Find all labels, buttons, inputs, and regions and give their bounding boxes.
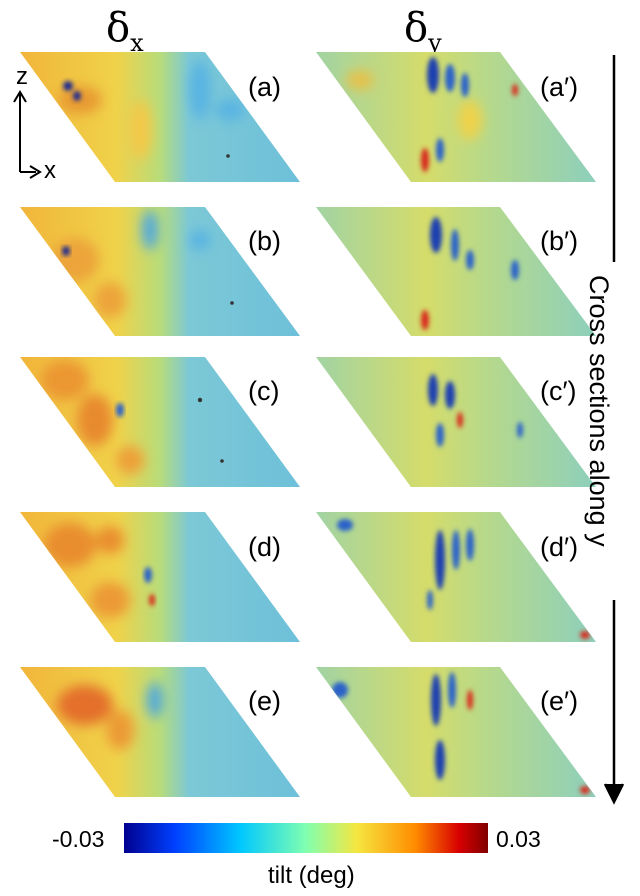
axis-label-x: x (44, 157, 56, 184)
side-arrow (603, 55, 625, 805)
panel-label-d: (d) (248, 532, 281, 562)
panel-label-b: (b) (248, 226, 281, 256)
panel-label-c: (c) (248, 376, 280, 406)
panel-d-map (20, 512, 300, 642)
panel-b-prime-map (316, 207, 596, 336)
panel-label-e: (e) (248, 686, 281, 716)
panel-b-map (20, 207, 300, 336)
panel-label-c-prime: (c′) (540, 376, 577, 406)
panel-e-map (20, 667, 300, 797)
panel-label-a-prime: (a′) (540, 72, 579, 102)
panel-label-a: (a) (248, 72, 281, 102)
panel-a-prime-map (316, 52, 596, 182)
panel-label-d-prime: (d′) (540, 532, 579, 562)
panel-label-e-prime: (e′) (540, 686, 579, 716)
panel-d-prime-map (316, 512, 596, 642)
panel-e-prime-map (316, 667, 596, 797)
column-title-delta-x: δx (106, 5, 144, 57)
column-title-delta-y: δy (404, 5, 442, 57)
colorbar (124, 823, 488, 853)
panel-label-b-prime: (b′) (540, 226, 579, 256)
colorbar-title: tilt (deg) (268, 862, 355, 889)
side-caption: Cross sections along y (584, 275, 614, 547)
panel-a-map (20, 52, 300, 182)
panel-c-map (20, 357, 300, 487)
colorbar-max-label: 0.03 (496, 826, 541, 852)
colorbar-min-label: -0.03 (52, 826, 105, 852)
axis-label-z: z (16, 63, 28, 90)
panel-c-prime-map (316, 357, 596, 487)
axis-arrows (13, 90, 42, 179)
